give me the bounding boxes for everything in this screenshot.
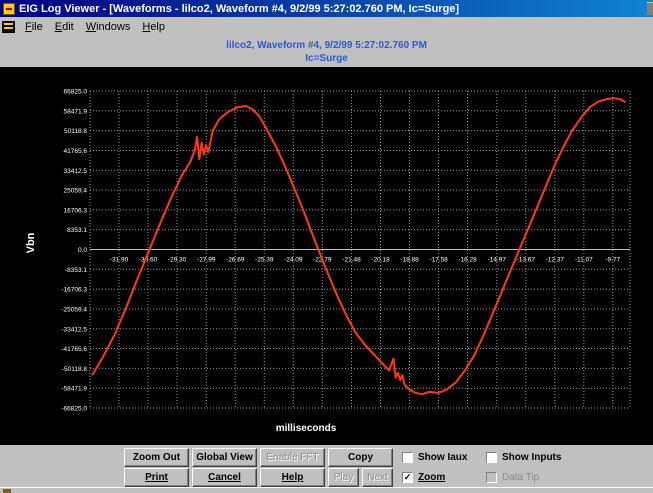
x-tick-label: -26.69 (226, 257, 245, 264)
zoom-label-text: Zoom (418, 471, 446, 483)
y-tick-label: -41765.6 (61, 346, 87, 353)
window-title: EIG Log Viewer - [Waveforms - lilco2, Wa… (19, 2, 460, 15)
zoom-box[interactable]: ✓ (402, 471, 413, 483)
menu-help[interactable]: Help (136, 21, 171, 33)
y-tick-labels: 66825.0 58471.9 50118.8 41765.6 33412.5 25059… (61, 89, 87, 413)
y-tick-label: 50118.8 (64, 128, 87, 135)
x-tick-label: -30.60 (139, 257, 158, 264)
document-icon[interactable] (2, 21, 15, 33)
zoom-out-button[interactable]: Zoom Out (124, 448, 189, 467)
help-button[interactable]: Help (260, 468, 325, 487)
x-tick-label: -17.58 (429, 257, 448, 264)
x-tick-label: -25.39 (255, 257, 274, 264)
y-axis-label: Vbn (25, 232, 37, 253)
x-tick-label: -11.07 (575, 257, 593, 264)
show-iaux-checkbox[interactable]: Show Iaux (402, 449, 467, 465)
x-tick-label: -29.30 (168, 257, 187, 264)
y-tick-label: 25059.4 (64, 188, 88, 195)
menu-file[interactable]: File (19, 21, 49, 33)
x-axis-label: milliseconds (276, 423, 337, 434)
y-tick-label: 66825.0 (64, 89, 88, 96)
menu-edit[interactable]: Edit (49, 21, 80, 33)
y-tick-label: -50118.8 (62, 366, 88, 373)
x-tick-label: -13.67 (517, 257, 536, 264)
play-button[interactable]: Play (328, 468, 359, 487)
y-tick-label: -8353.1 (65, 267, 87, 274)
menu-edit-label: dit (62, 21, 74, 33)
x-tick-label: -18.88 (400, 257, 419, 264)
menu-help-label: elp (150, 21, 165, 33)
y-tick-label: 0.0 (78, 247, 87, 254)
menu-file-label: ile (31, 21, 43, 33)
x-tick-labels: -31.90 -30.60 -29.30 -27.99 -26.69 -25.39 -24.… (110, 257, 621, 264)
zoom-label: Zoom (418, 472, 445, 483)
y-tick-label: -16706.3 (61, 287, 87, 294)
chart-header-line2: Ic=Surge (305, 53, 348, 64)
waveform-line (91, 97, 627, 396)
window-title-bar[interactable]: EIG Log Viewer - [Waveforms - lilco2, Wa… (0, 0, 653, 17)
x-tick-label: -21.48 (342, 257, 361, 264)
waveform-plot[interactable]: 66825.0 58471.9 50118.8 41765.6 33412.5 25059… (0, 67, 653, 445)
bottom-toolbar: Zoom Out Global View Enable FFT Copy Pri… (0, 445, 653, 487)
cancel-button[interactable]: Cancel (192, 468, 257, 487)
y-tick-label: -25059.4 (61, 306, 87, 313)
y-tick-label: 33412.5 (64, 168, 88, 175)
global-view-button[interactable]: Global View (192, 448, 257, 467)
data-tip-checkbox[interactable]: Data Tip (486, 469, 539, 485)
show-inputs-checkbox[interactable]: Show Inputs (486, 449, 561, 465)
x-tick-label: -9.77 (605, 257, 620, 264)
print-button[interactable]: Print (124, 468, 189, 487)
menu-windows-accel: W (85, 21, 97, 33)
y-tick-label: 8353.1 (67, 227, 87, 234)
y-tick-label: 58471.9 (64, 108, 88, 115)
help-button-label: Help (281, 472, 304, 483)
menu-help-accel: H (142, 21, 151, 33)
x-tick-label: -31.90 (110, 257, 129, 264)
show-iaux-label: Show Iaux (418, 451, 468, 463)
x-tick-label: -16.28 (458, 257, 477, 264)
plot-grid (89, 90, 631, 409)
y-tick-label: -66825.0 (61, 406, 87, 413)
enable-fft-button[interactable]: Enable FFT (260, 448, 325, 467)
show-iaux-box[interactable] (402, 451, 413, 463)
menu-windows-label: indows (96, 21, 131, 33)
y-tick-label: 41765.6 (64, 148, 88, 155)
chart-header: lilco2, Waveform #4, 9/2/99 5:27:02.760 … (0, 38, 653, 66)
x-tick-label: -14.97 (488, 257, 507, 264)
menu-edit-accel: E (54, 21, 63, 33)
x-tick-label: -20.18 (371, 257, 390, 264)
app-icon (3, 2, 15, 15)
x-tick-label: -27.99 (197, 257, 216, 264)
zoom-checkbox[interactable]: ✓ Zoom (402, 469, 445, 485)
y-tick-label: 16706.3 (64, 207, 88, 214)
menu-bar: File Edit Windows Help (0, 18, 653, 36)
data-tip-box[interactable] (486, 471, 497, 483)
copy-button[interactable]: Copy (328, 448, 393, 467)
x-tick-label: -24.09 (284, 257, 303, 264)
y-tick-label: -33412.5 (61, 326, 87, 333)
mdi-controls-edge[interactable] (647, 3, 653, 15)
data-tip-label: Data Tip (502, 471, 540, 483)
taskbar-strip (0, 487, 653, 493)
menu-file-accel: F (25, 21, 32, 33)
print-button-label: Print (145, 472, 168, 483)
x-tick-label: -12.37 (546, 257, 565, 264)
cancel-button-label: Cancel (208, 472, 241, 483)
waveform-svg[interactable]: 66825.0 58471.9 50118.8 41765.6 33412.5 25059… (0, 67, 653, 445)
next-button[interactable]: Next (362, 468, 393, 487)
taskbar-app-icon[interactable] (3, 489, 11, 493)
show-inputs-label: Show Inputs (502, 451, 562, 463)
chart-header-line1: lilco2, Waveform #4, 9/2/99 5:27:02.760 … (226, 40, 427, 51)
menu-windows[interactable]: Windows (80, 21, 137, 33)
y-tick-label: -58471.9 (61, 386, 87, 393)
show-inputs-box[interactable] (486, 451, 497, 463)
